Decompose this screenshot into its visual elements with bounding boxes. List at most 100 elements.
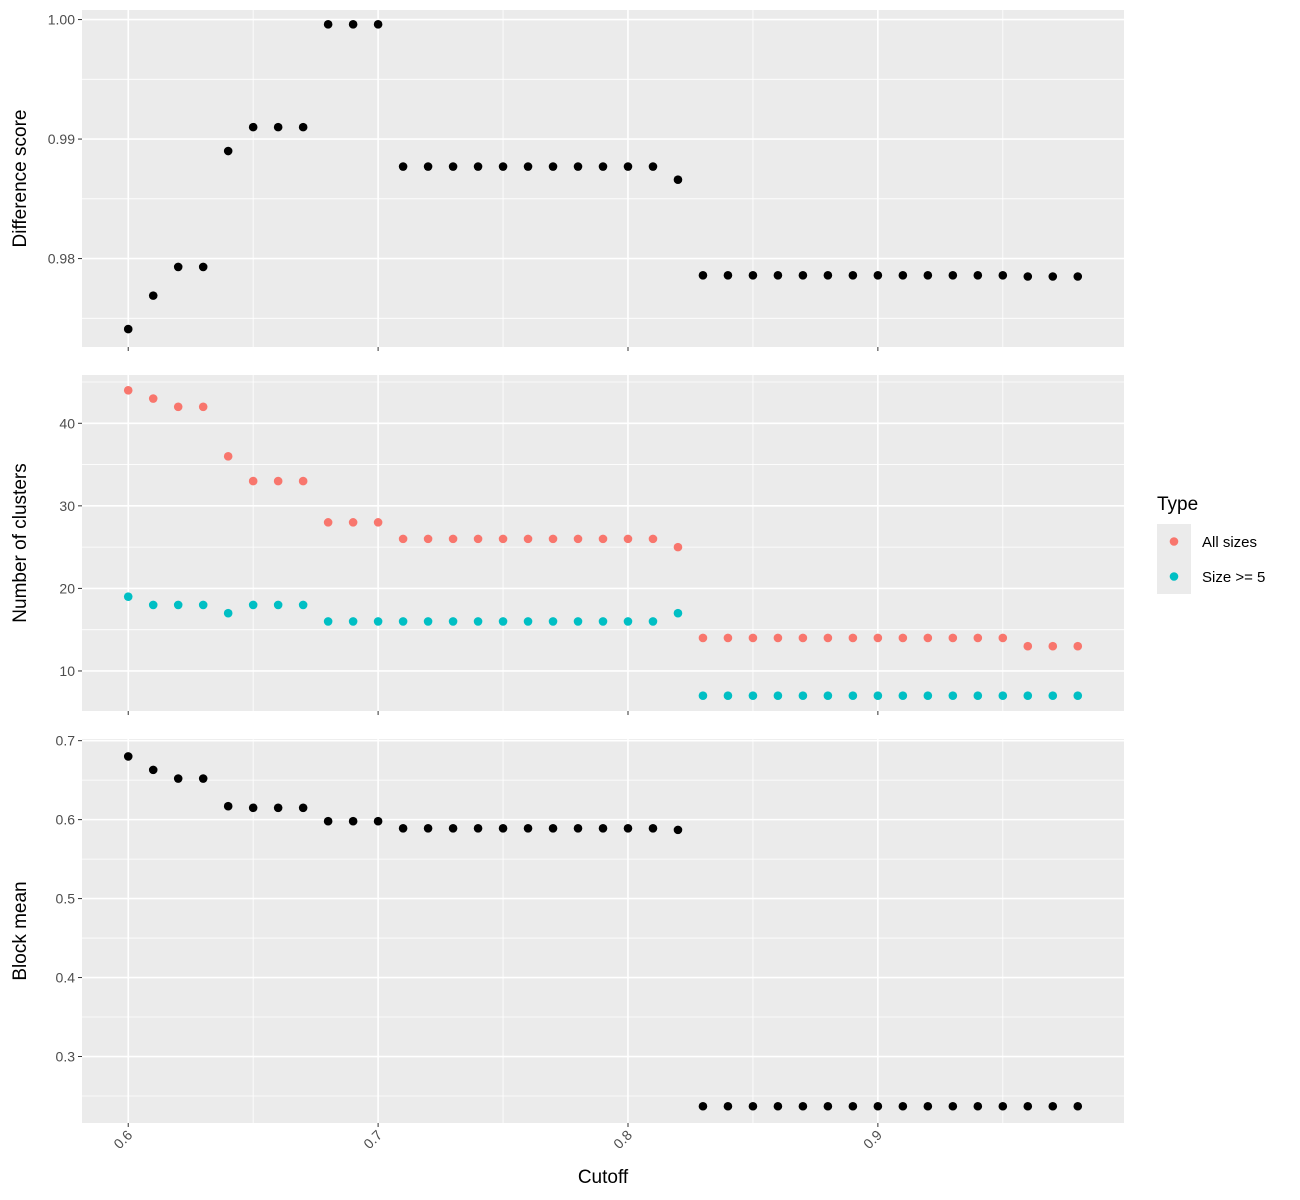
data-point [323,518,333,527]
data-point [648,617,658,626]
data-point [673,542,683,552]
data-point [773,633,783,643]
data-point [898,691,908,701]
data-point [923,1101,933,1111]
data-point [548,162,558,171]
data-point [523,162,533,171]
data-point [798,1101,808,1111]
x-axis-title: Cutoff [578,1167,629,1188]
data-point [573,617,583,626]
data-point [298,600,308,610]
data-point [548,824,558,833]
data-point [348,518,358,527]
data-point [448,162,458,171]
panel-1: 0.98 0.99 1.00 Difference score [10,10,1124,351]
data-point [373,518,383,527]
data-point [798,691,808,701]
data-point [373,617,383,626]
y-tick-label: 30 [59,498,75,514]
data-point [448,534,458,544]
data-point [398,617,408,626]
data-point [748,691,758,701]
data-point [198,402,208,412]
data-point [948,1101,958,1111]
data-point [823,691,833,701]
data-point [348,617,358,626]
panel-background [82,739,1124,1123]
panel-2: 10 20 30 40 Number of clusters [10,375,1124,715]
data-point [623,617,633,626]
data-point [923,691,933,701]
data-point [848,1101,858,1111]
series-1 [123,752,1083,1111]
data-point [748,1101,758,1111]
data-point [673,825,683,835]
panel-3: 0.3 0.4 0.5 0.6 0.7 Block mean [10,733,1124,1127]
data-point [498,824,508,833]
data-point [598,617,608,626]
data-point [498,162,508,171]
data-point [198,774,208,783]
data-point [248,803,258,813]
data-point [1048,272,1058,281]
y-tick-label: 20 [59,580,75,596]
data-point [1023,691,1033,701]
panel-background [82,10,1124,347]
data-point [423,617,433,626]
data-point [873,1101,883,1111]
legend-item: All sizes [1157,524,1257,559]
data-point [998,633,1008,643]
x-tick-label: 0.9 [860,1127,885,1152]
data-point [598,162,608,171]
data-point [498,617,508,626]
data-point [973,1101,983,1111]
data-point [898,1101,908,1111]
data-point [998,691,1008,701]
data-point [948,691,958,701]
data-point [1023,1101,1033,1111]
data-point [823,270,833,280]
data-point [723,691,733,701]
data-point [298,122,308,132]
data-point [548,617,558,626]
data-point [698,1101,708,1111]
y-axis-title: Number of clusters [10,463,31,622]
data-point [473,534,483,544]
data-point [948,633,958,643]
data-point [873,691,883,701]
y-tick-label: 0.7 [56,733,76,749]
data-point [923,633,933,643]
data-point [248,476,258,486]
data-point [1048,691,1058,701]
data-point [198,600,208,610]
x-tick-label: 0.6 [110,1127,135,1152]
data-point [298,803,308,813]
data-point [898,633,908,643]
data-point [273,600,283,610]
data-point [148,394,158,403]
data-point [123,752,133,761]
data-point [648,162,658,171]
data-point [623,534,633,544]
data-point [573,534,583,544]
data-point [473,824,483,833]
data-point [723,270,733,280]
data-point [223,801,233,811]
data-point [373,816,383,826]
legend-title: Type [1157,494,1198,515]
data-point [198,262,208,272]
data-point [273,803,283,813]
y-tick-label: 10 [59,663,75,679]
legend-label: All sizes [1202,534,1257,551]
data-point [323,816,333,826]
y-tick-label: 1.00 [48,12,75,28]
y-axis-title: Difference score [10,110,31,248]
panels-layer: 0.98 0.99 1.00 Difference score 10 20 30 40 Numb… [10,10,1124,1127]
data-point [848,270,858,280]
y-axis-title: Block mean [10,881,31,980]
data-point [948,270,958,280]
data-point [873,270,883,280]
data-point [423,162,433,171]
legend-label: Size >= 5 [1202,569,1265,586]
